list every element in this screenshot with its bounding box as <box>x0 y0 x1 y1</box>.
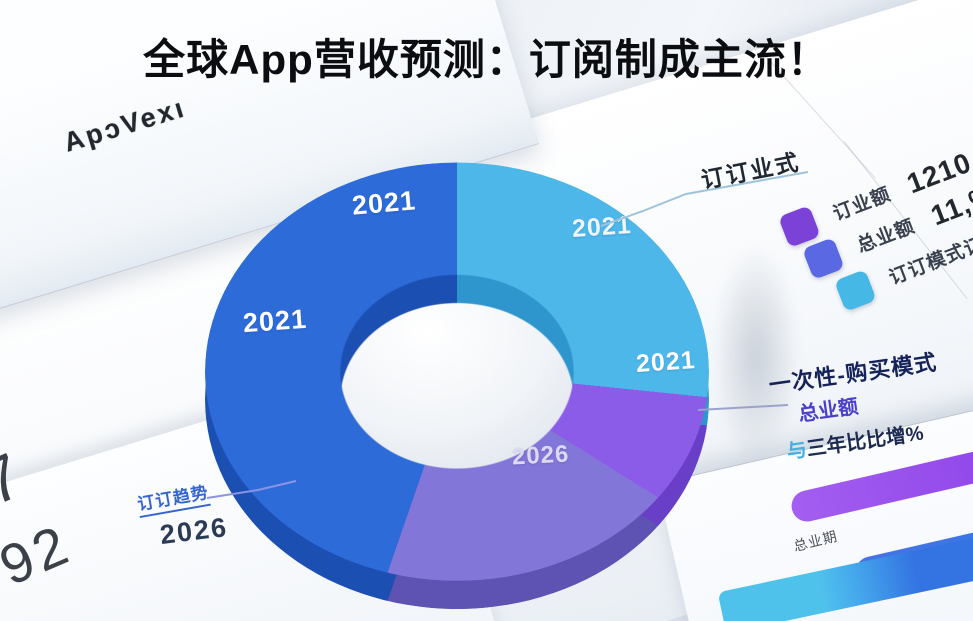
segment-label-blue-top: 2021 <box>350 185 418 221</box>
donut-side-shadow <box>696 200 816 510</box>
donut-ring-top <box>205 162 709 581</box>
segment-label-blue-left: 2021 <box>241 303 309 339</box>
donut-chart <box>205 127 709 610</box>
page-title: 全球App营收预测：订阅制成主流！ <box>143 36 830 83</box>
segment-label-cyan: 2021 <box>571 210 633 244</box>
donut-3d-group <box>205 162 709 610</box>
segment-label-violet: 2026 <box>511 440 571 471</box>
segment-label-purple: 2021 <box>635 345 697 379</box>
